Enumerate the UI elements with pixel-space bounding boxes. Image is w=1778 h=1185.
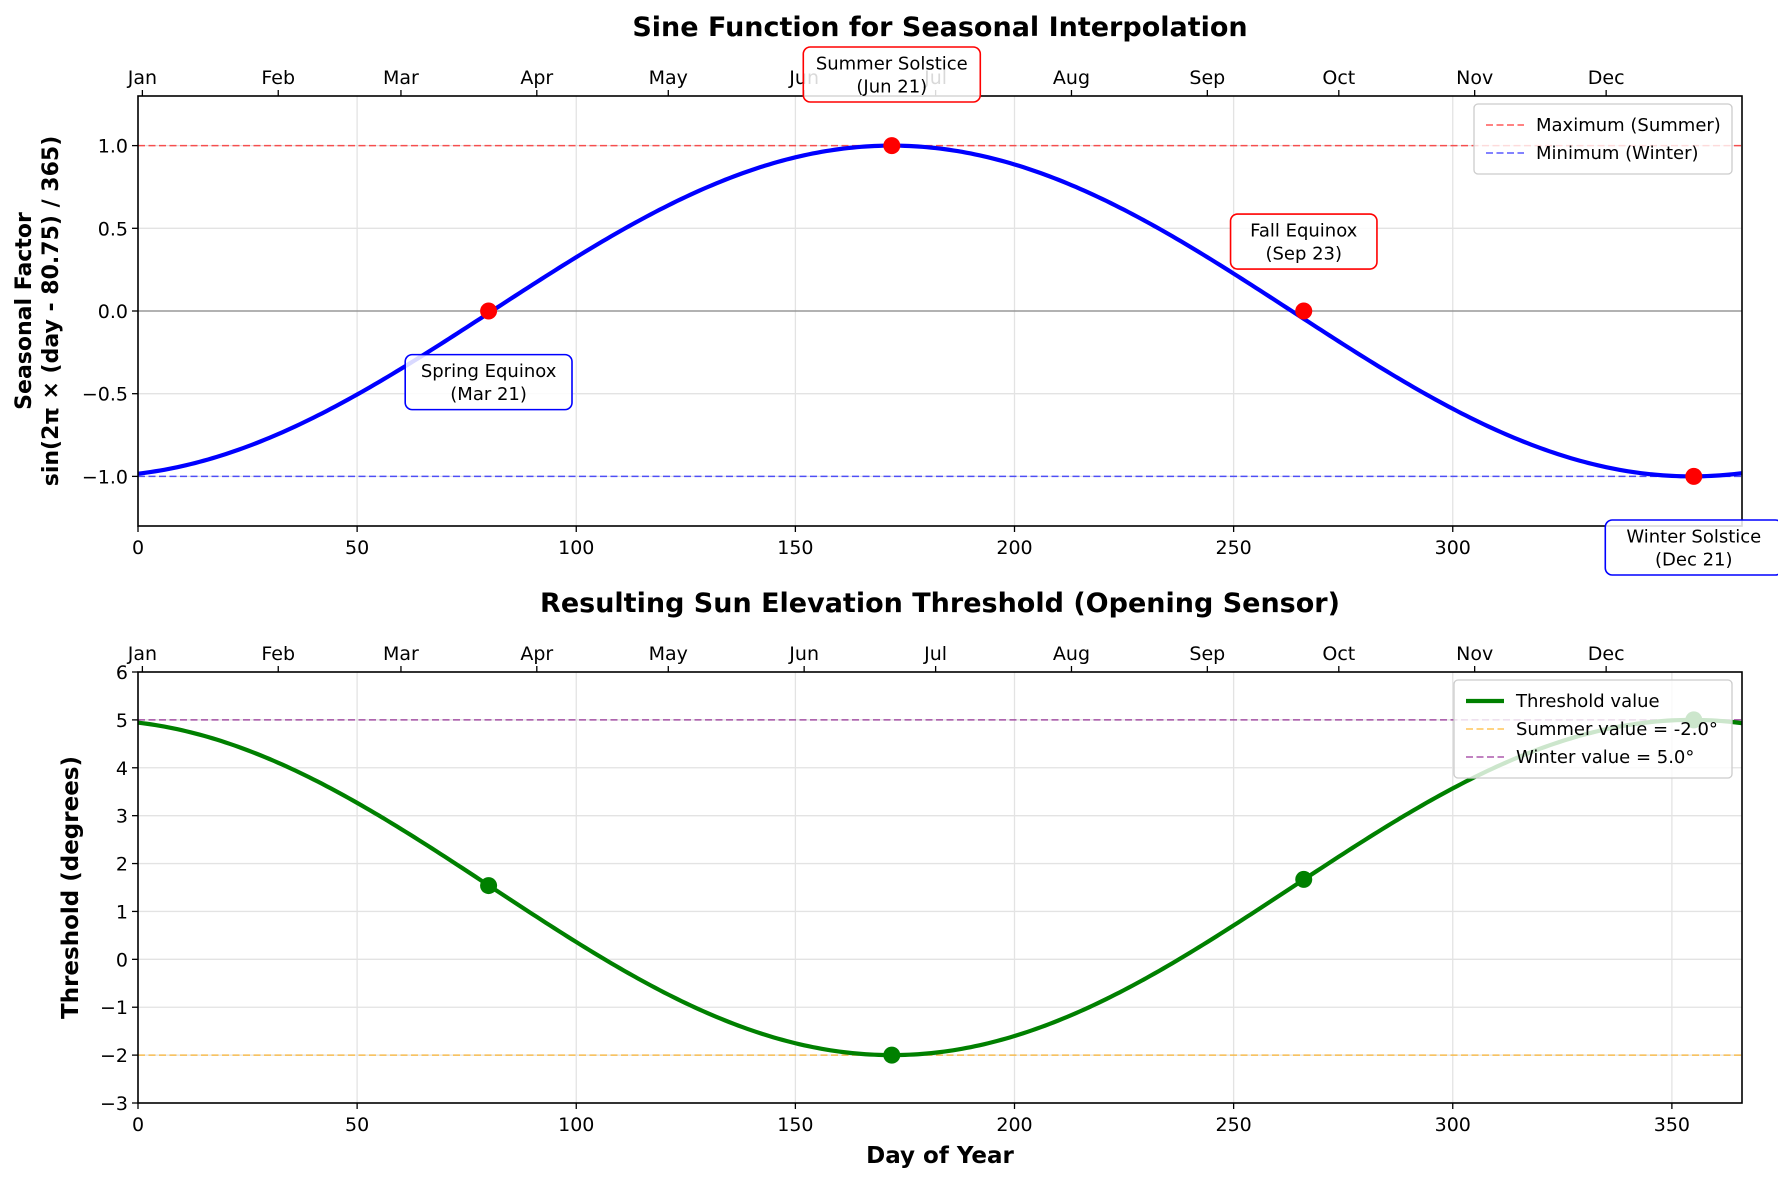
annotation-text: Fall Equinox xyxy=(1250,221,1358,242)
plot-frame xyxy=(137,671,1743,1104)
y-tick-label: 1 xyxy=(116,901,128,923)
month-tick-label: Aug xyxy=(1053,643,1090,665)
chart-title: Sine Function for Seasonal Interpolation xyxy=(632,12,1247,43)
month-tick-label: Oct xyxy=(1322,643,1355,665)
annotation-box xyxy=(802,46,982,103)
data-point xyxy=(480,877,498,895)
month-tick-label: Dec xyxy=(1588,67,1625,89)
x-tick-label: 150 xyxy=(777,537,813,559)
annotation-text: (Jun 21) xyxy=(856,77,927,98)
month-tick-label: Feb xyxy=(261,643,295,665)
legend: Maximum (Summer) Minimum (Winter) xyxy=(1473,103,1733,175)
y-tick-label: 5 xyxy=(116,710,128,732)
y-axis-label: Seasonal Factor xyxy=(12,212,37,410)
month-tick-label: Mar xyxy=(383,643,419,665)
month-tick-label: Sep xyxy=(1189,67,1225,89)
x-tick-label: 350 xyxy=(1654,1114,1690,1136)
month-tick-label: Apr xyxy=(520,643,553,665)
month-tick-label: Jan xyxy=(127,643,157,665)
x-axis-label: Day of Year xyxy=(866,1143,1014,1169)
x-tick-label: 100 xyxy=(558,537,594,559)
annotation-text: (Sep 23) xyxy=(1265,244,1342,265)
legend-label: Maximum (Summer) xyxy=(1536,115,1721,136)
month-tick-label: Oct xyxy=(1322,67,1355,89)
y-tick-label: −1.0 xyxy=(82,466,128,488)
x-tick-label: 200 xyxy=(996,537,1032,559)
y-tick-label: 0 xyxy=(116,949,128,971)
month-tick-label: Nov xyxy=(1456,67,1493,89)
y-tick-label: −3 xyxy=(100,1093,128,1115)
legend-label: Minimum (Winter) xyxy=(1536,143,1699,164)
legend-box xyxy=(1453,679,1733,779)
y-tick-label: 0.0 xyxy=(98,301,128,323)
month-tick-label: Dec xyxy=(1588,643,1625,665)
y-tick-label: 2 xyxy=(116,854,128,876)
chart-2: Resulting Sun Elevation Threshold (Openi… xyxy=(58,588,1743,1169)
month-tick-label: Jul xyxy=(923,643,947,665)
annotation-text: (Mar 21) xyxy=(450,384,527,405)
x-tick-label: 300 xyxy=(1435,1114,1471,1136)
month-tick-label: Feb xyxy=(261,67,295,89)
data-point xyxy=(1295,870,1313,888)
month-tick-label: Aug xyxy=(1053,67,1090,89)
x-tick-label: 250 xyxy=(1215,537,1251,559)
x-tick-label: 250 xyxy=(1215,1114,1251,1136)
data-point xyxy=(480,302,498,320)
x-tick-label: 50 xyxy=(345,537,369,559)
legend-label: Summer value = -2.0° xyxy=(1516,719,1718,740)
x-tick-label: 300 xyxy=(1435,537,1471,559)
annotation-box xyxy=(404,353,573,411)
chart-title: Resulting Sun Elevation Threshold (Openi… xyxy=(540,588,1340,619)
chart-1: Sine Function for Seasonal Interpolation… xyxy=(12,12,1778,576)
y-tick-label: −1 xyxy=(100,997,128,1019)
month-tick-label: Nov xyxy=(1456,643,1493,665)
annotation-text: Spring Equinox xyxy=(421,361,557,382)
y-tick-label: 1.0 xyxy=(98,136,128,158)
x-tick-label: 150 xyxy=(777,1114,813,1136)
month-tick-label: Jan xyxy=(127,67,157,89)
data-point xyxy=(1685,467,1703,485)
data-point xyxy=(883,1046,901,1064)
y-axis-label: Threshold (degrees) xyxy=(58,756,84,1019)
data-point xyxy=(883,137,901,155)
month-tick-label: Sep xyxy=(1189,643,1225,665)
y-tick-label: 3 xyxy=(116,806,128,828)
annotation-text: (Dec 21) xyxy=(1655,550,1733,571)
month-tick-label: May xyxy=(649,67,688,89)
month-tick-label: May xyxy=(649,643,688,665)
annotation-box xyxy=(1604,519,1778,576)
x-tick-label: 0 xyxy=(132,537,144,559)
legend-label: Threshold value xyxy=(1515,691,1660,712)
x-tick-label: 0 xyxy=(132,1114,144,1136)
y-tick-label: −2 xyxy=(100,1045,128,1067)
legend-box xyxy=(1473,103,1733,175)
y-axis-label-formula: sin(2π × (day - 80.75) / 365) xyxy=(39,136,64,487)
y-tick-label: 4 xyxy=(116,758,128,780)
y-tick-label: 0.5 xyxy=(98,218,128,240)
x-tick-label: 100 xyxy=(558,1114,594,1136)
annotation-text: Summer Solstice xyxy=(816,54,968,75)
plot-area xyxy=(138,143,1742,479)
month-tick-label: Mar xyxy=(383,67,419,89)
legend: Threshold value Summer value = -2.0° Winte… xyxy=(1453,679,1733,779)
x-tick-label: 200 xyxy=(996,1114,1032,1136)
annotation-box xyxy=(1229,213,1378,270)
month-tick-label: Jun xyxy=(788,643,819,665)
x-tick-label: 50 xyxy=(345,1114,369,1136)
y-tick-label: −0.5 xyxy=(82,384,128,406)
annotation-text: Winter Solstice xyxy=(1626,527,1761,548)
month-tick-label: Apr xyxy=(520,67,553,89)
data-point xyxy=(1295,302,1313,320)
y-tick-label: 6 xyxy=(116,662,128,684)
legend-label: Winter value = 5.0° xyxy=(1516,747,1694,768)
